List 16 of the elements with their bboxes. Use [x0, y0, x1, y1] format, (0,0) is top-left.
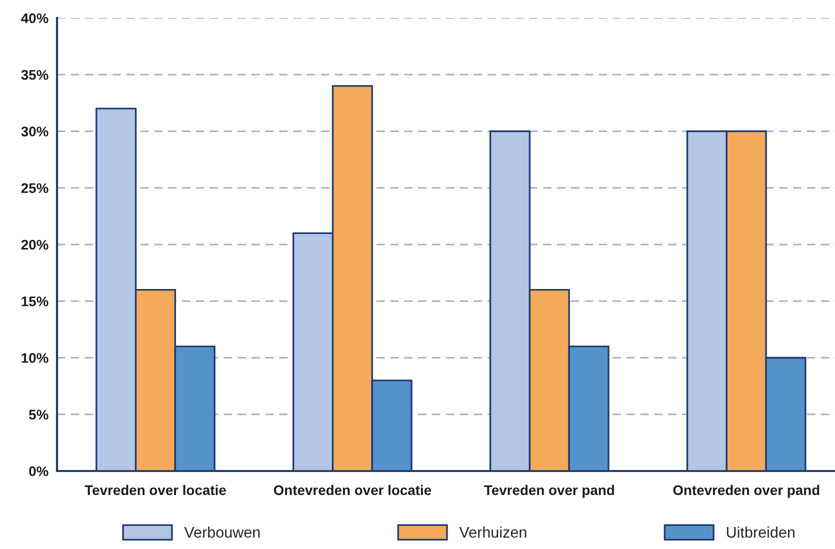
y-tick-label: 0%: [29, 466, 48, 476]
x-tick-label: Tevreden over locatie: [84, 484, 226, 496]
legend-label: Verhuizen: [459, 526, 526, 538]
y-tick-label: 15%: [22, 296, 48, 306]
y-tick-label: 35%: [21, 70, 48, 80]
y-tick-label: 10%: [22, 353, 48, 363]
y-tick-label: 30%: [21, 126, 48, 136]
y-tick-label: 25%: [21, 183, 48, 194]
x-tick-label: Ontevreden over locatie: [274, 484, 432, 496]
legend-label: Uitbreiden: [726, 526, 794, 538]
x-tick-label: Ontevreden over pand: [673, 484, 820, 498]
y-tick-label: 20%: [21, 240, 48, 250]
x-tick-label: Tevreden over pand: [484, 484, 614, 498]
y-tick-label: 5%: [29, 410, 48, 420]
y-tick-label: 40%: [21, 13, 48, 24]
legend-label: Verbouwen: [184, 526, 260, 538]
